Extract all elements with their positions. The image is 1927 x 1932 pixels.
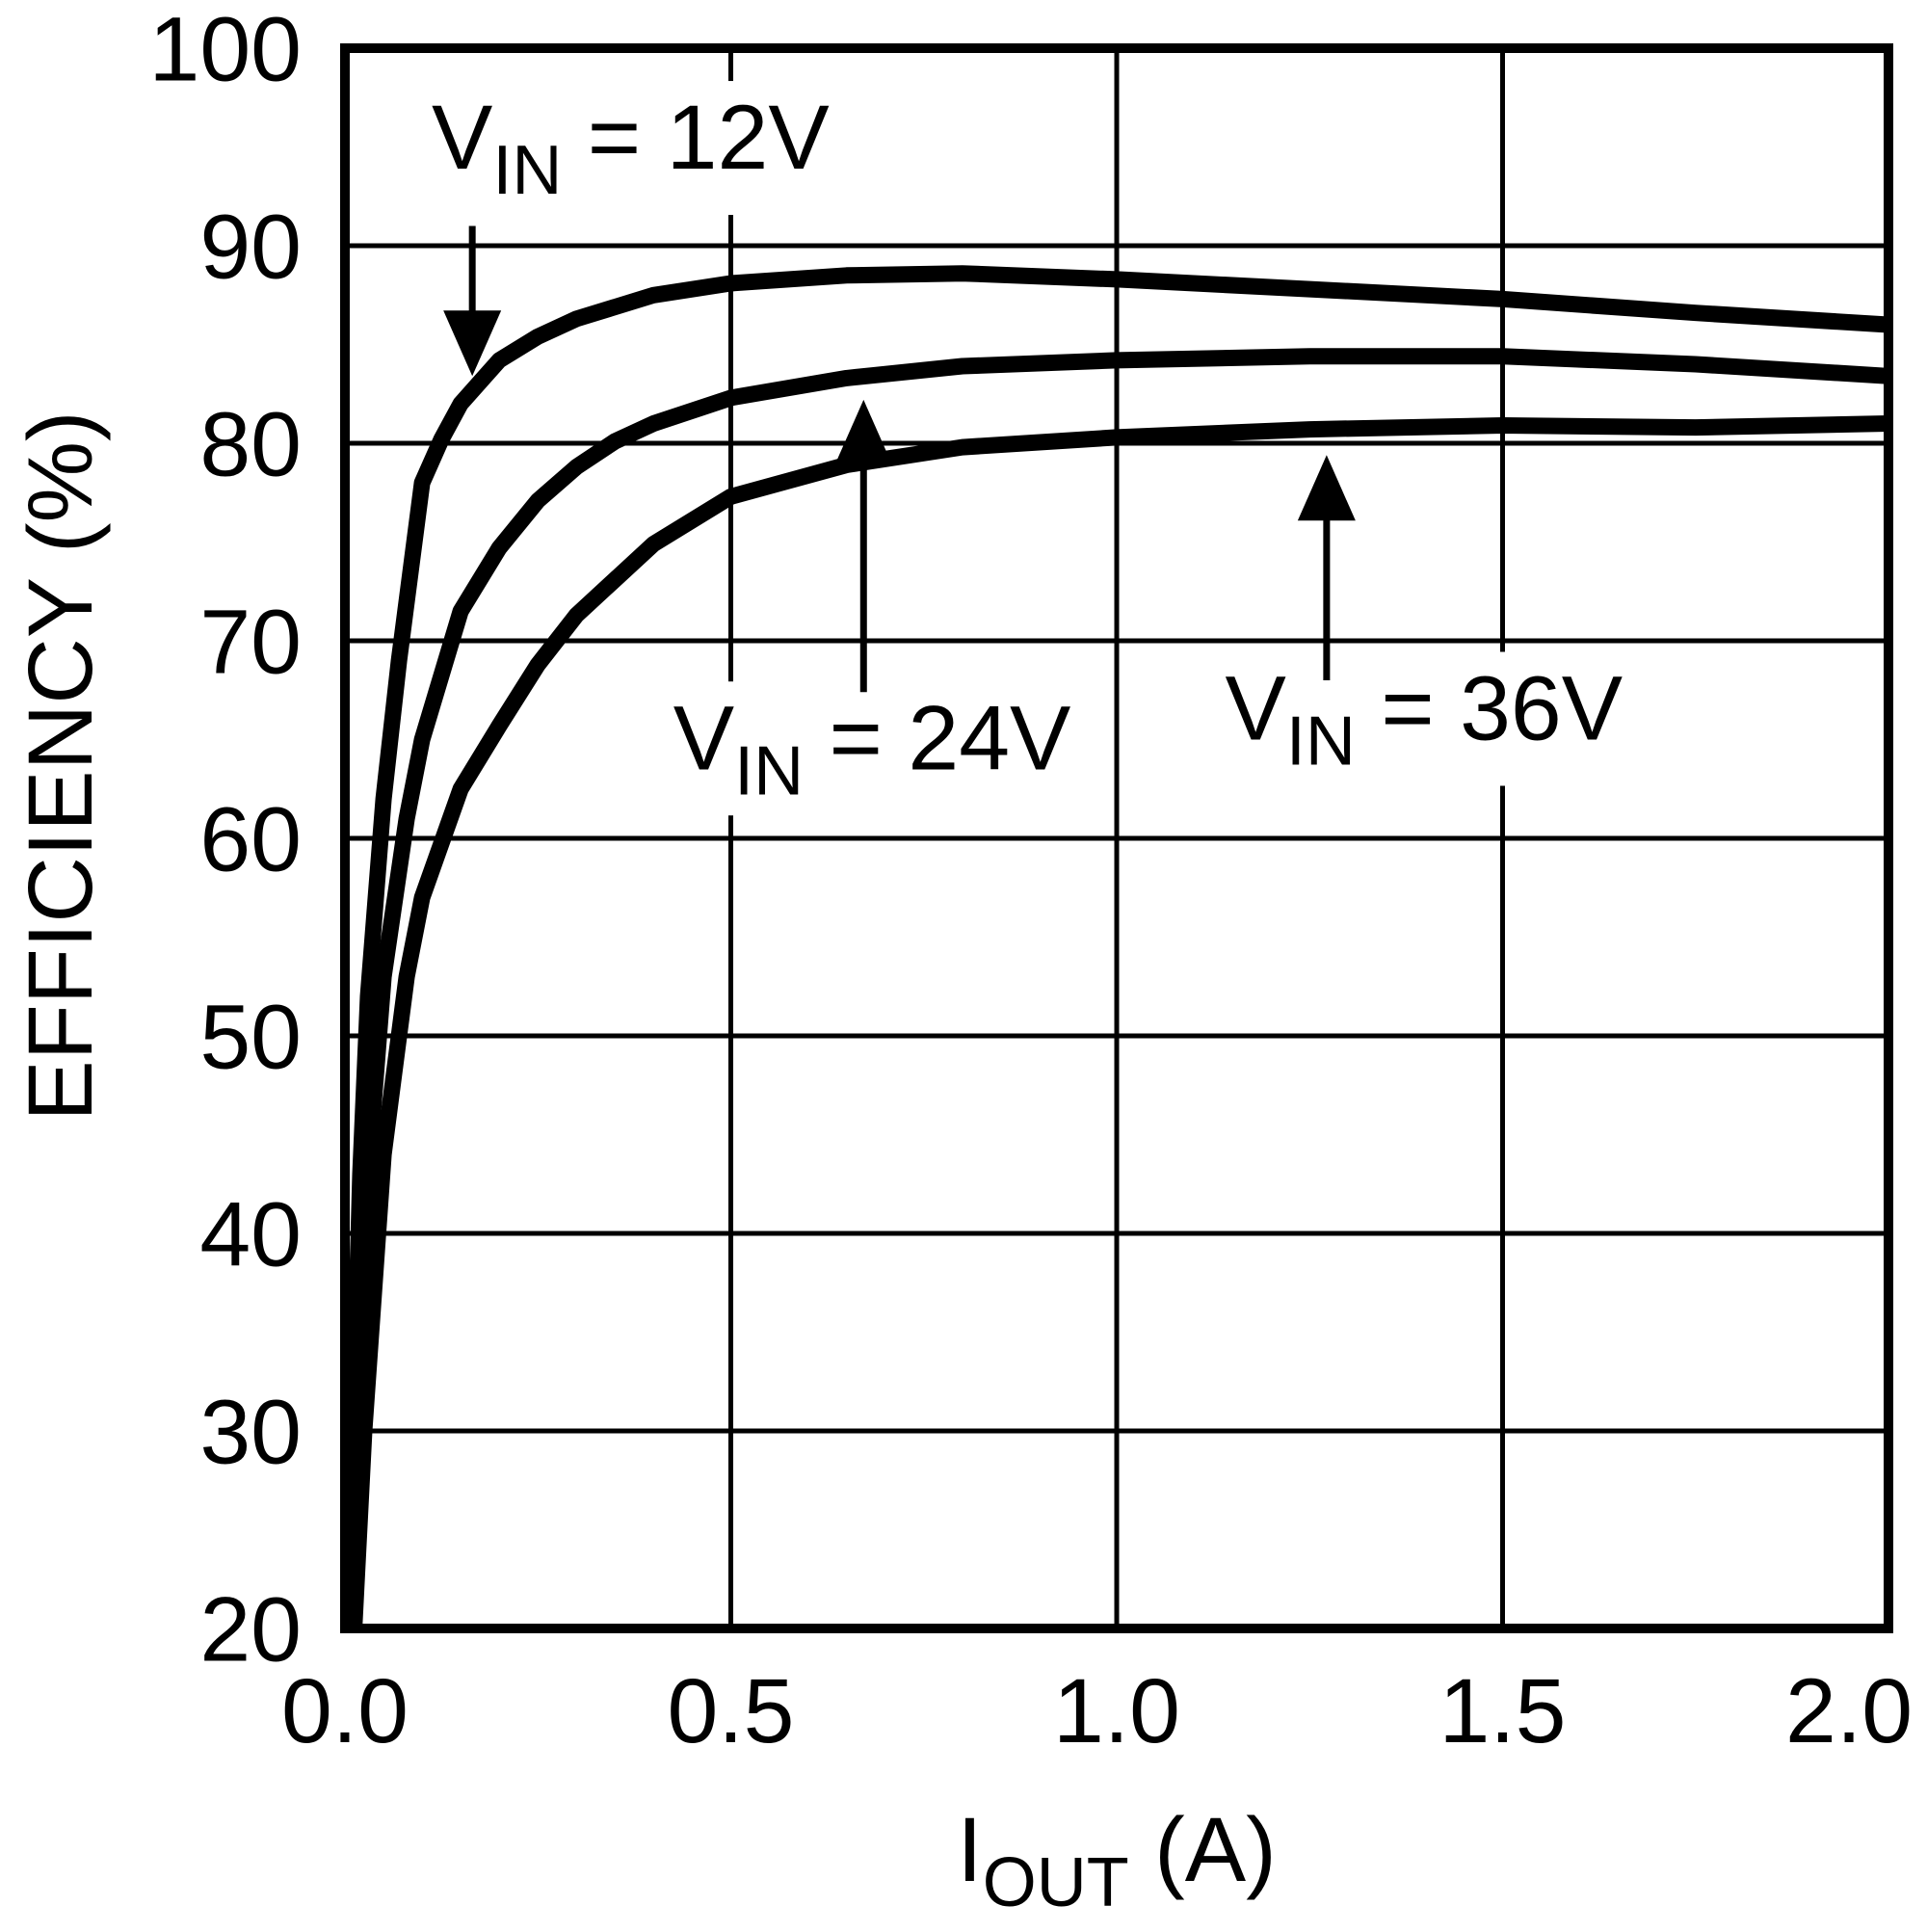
annotation-arrowhead-vin-36v-up-icon	[1297, 455, 1356, 521]
x-tick-label-1.5: 1.5	[1439, 1660, 1566, 1762]
y-tick-label-40: 40	[199, 1183, 302, 1285]
y-tick-label-90: 90	[199, 196, 302, 298]
annotation-label-bg-vin-36v	[1217, 651, 1631, 786]
x-tick-label-1.0: 1.0	[1053, 1660, 1180, 1762]
annotation-arrowhead-vin-12v-down-icon	[443, 310, 502, 377]
plot-border	[340, 43, 1893, 1633]
y-tick-label-80: 80	[199, 393, 302, 495]
curve-vin-24v	[342, 348, 1889, 1629]
y-tick-label-60: 60	[199, 788, 302, 890]
y-tick-label-20: 20	[199, 1578, 302, 1681]
curve-vin-36v	[346, 415, 1889, 1629]
annotation-arrowhead-vin-24v-up-icon	[834, 399, 893, 465]
annotation-label-vin-12v: VIN = 12V	[432, 87, 830, 209]
curve-vin-12v	[340, 265, 1889, 1629]
y-tick-label-100: 100	[148, 0, 302, 100]
y-tick-label-50: 50	[199, 986, 302, 1088]
annotation-vin-36v: VIN = 36V	[1217, 455, 1631, 786]
x-tick-label-0.0: 0.0	[281, 1660, 409, 1762]
annotation-vin-24v: VIN = 24V	[665, 399, 1079, 816]
x-tick-label-2.0: 2.0	[1785, 1660, 1913, 1762]
x-tick-label-0.5: 0.5	[667, 1660, 794, 1762]
y-tick-label-30: 30	[199, 1381, 302, 1483]
y-axis-title: EFFICIENCY (%)	[10, 410, 112, 1121]
annotation-label-bg-vin-24v	[665, 681, 1079, 816]
annotation-label-vin-36v: VIN = 36V	[1225, 658, 1623, 781]
x-axis-title: IOUT (A)	[957, 1799, 1276, 1921]
annotation-vin-12v: VIN = 12V	[424, 81, 837, 377]
annotation-label-bg-vin-12v	[424, 81, 837, 216]
annotation-label-vin-24v: VIN = 24V	[673, 687, 1071, 809]
y-tick-label-70: 70	[199, 591, 302, 693]
